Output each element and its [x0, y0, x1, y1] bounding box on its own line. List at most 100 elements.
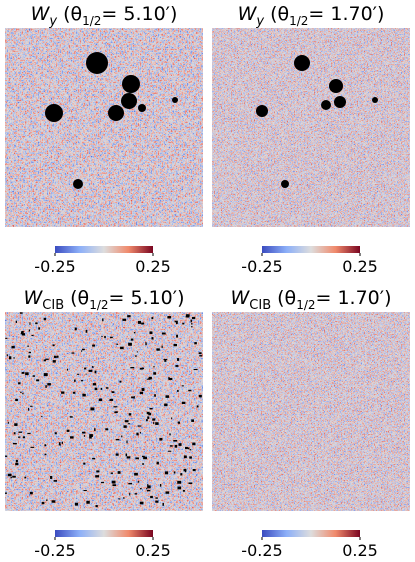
pixel [124, 420, 129, 423]
pixel [164, 403, 168, 407]
pixel [120, 346, 124, 350]
masked-sources [256, 55, 378, 188]
map-image [212, 28, 410, 227]
pixel [74, 502, 79, 506]
pixel [190, 319, 192, 323]
title-open: (θ [270, 3, 289, 25]
pixel [188, 482, 193, 485]
pixel [66, 429, 70, 432]
pixel [125, 453, 128, 457]
pixel [148, 376, 152, 380]
pixel [146, 411, 150, 415]
pixel [128, 342, 132, 346]
pixel [190, 326, 193, 328]
pixel [159, 437, 163, 441]
pixel [83, 462, 86, 465]
pixel [165, 395, 170, 398]
pixel [43, 359, 46, 362]
pixel [147, 416, 150, 419]
pixel [159, 484, 162, 487]
pixel [140, 487, 142, 490]
pixel [177, 480, 182, 484]
pixel [66, 368, 69, 371]
pixel [146, 419, 148, 422]
pixel [163, 358, 168, 361]
pixel [12, 475, 16, 478]
pixel [56, 355, 59, 358]
pixel [92, 344, 96, 347]
pixel [25, 372, 29, 376]
map-image [212, 312, 410, 511]
pixel [134, 355, 137, 357]
pixel [153, 421, 155, 424]
pixel [83, 435, 86, 437]
pixel [126, 440, 128, 444]
pixel [36, 379, 40, 382]
pixel [77, 373, 80, 375]
pixel [30, 446, 35, 448]
pixel [94, 370, 97, 374]
title-open: (θ [63, 3, 82, 25]
pixel [153, 372, 157, 375]
pixel [18, 431, 23, 433]
pixel [111, 391, 115, 394]
pixel [89, 436, 92, 439]
pixel [32, 375, 36, 377]
pixel [24, 476, 27, 479]
pixel [168, 377, 170, 379]
pixel [29, 322, 31, 325]
pixel [70, 436, 74, 439]
pixel [82, 348, 85, 351]
pixel [198, 394, 202, 398]
pixel [86, 500, 90, 504]
pixel [139, 391, 144, 395]
pixel [167, 450, 172, 452]
pixel [189, 449, 192, 451]
title-theta-subscript: 1/2 [89, 298, 108, 312]
pixel [105, 387, 109, 389]
pixel [21, 330, 24, 334]
pixel [82, 393, 86, 397]
pixel [11, 345, 15, 349]
pixel [15, 320, 18, 323]
pixel [51, 500, 56, 503]
pixel [198, 352, 202, 355]
pixel [116, 343, 118, 345]
pixel [21, 333, 26, 336]
pixel [191, 419, 194, 422]
pixel [85, 373, 87, 375]
pixel [27, 432, 31, 435]
pixel [130, 338, 134, 341]
pixel [161, 345, 163, 349]
pixel [177, 358, 180, 361]
pixel [22, 436, 26, 439]
pixel [133, 396, 135, 399]
pixel [19, 312, 23, 314]
pixel [84, 367, 87, 370]
pixel [80, 380, 84, 382]
pixel [137, 481, 140, 483]
pixel [178, 443, 182, 446]
pixel [115, 453, 119, 456]
title-open: (θ [70, 287, 89, 309]
pixel [15, 462, 19, 466]
pixel [152, 418, 156, 421]
pixel [28, 355, 31, 358]
pixel [52, 344, 55, 347]
pixel [181, 401, 186, 405]
pixel [177, 486, 182, 490]
pixel [133, 332, 136, 334]
pixel [136, 432, 139, 436]
pixel [168, 377, 173, 381]
pixel [150, 495, 153, 499]
colorbar-tick-label: 0.25 [135, 541, 171, 560]
pixel [44, 453, 47, 456]
map-image [5, 312, 203, 511]
colorbar [55, 246, 153, 253]
pixel [61, 441, 63, 444]
pixel [130, 367, 135, 369]
pixel [141, 388, 145, 391]
pixel [126, 456, 131, 459]
pixel [110, 336, 113, 339]
pixel [41, 501, 45, 505]
